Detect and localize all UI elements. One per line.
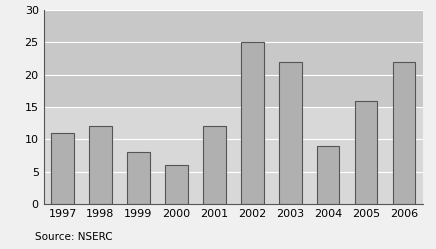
Bar — [279, 62, 302, 204]
Bar — [317, 146, 340, 204]
Bar — [44, 107, 423, 204]
Bar — [51, 133, 74, 204]
Bar — [203, 126, 226, 204]
Bar — [354, 101, 378, 204]
Bar — [44, 10, 423, 107]
Text: Source: NSERC: Source: NSERC — [35, 232, 112, 242]
Bar — [89, 126, 112, 204]
Bar — [392, 62, 416, 204]
Bar — [165, 165, 188, 204]
Bar — [127, 152, 150, 204]
Bar — [241, 42, 264, 204]
